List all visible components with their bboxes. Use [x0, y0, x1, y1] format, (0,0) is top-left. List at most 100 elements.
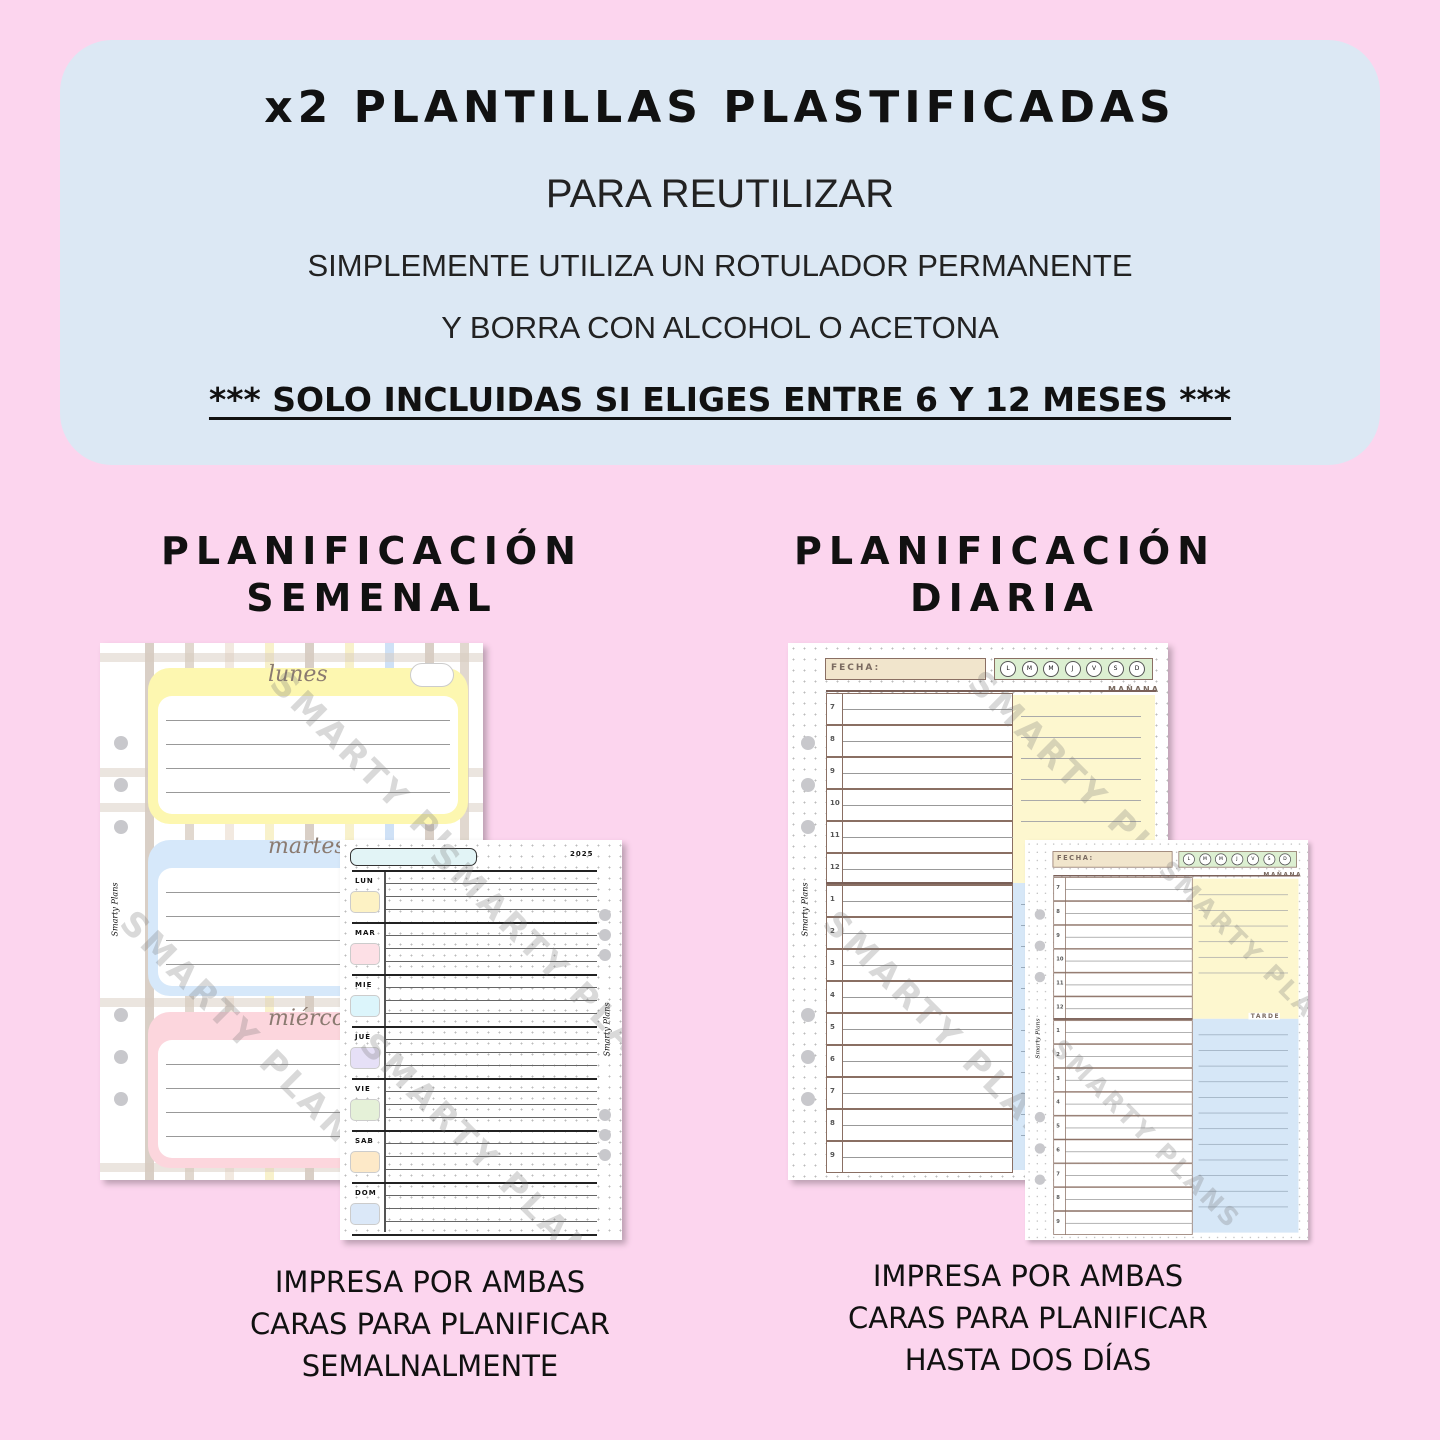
binder-hole-icon [801, 1050, 815, 1064]
hour-label: 6 [830, 1055, 835, 1063]
daily-heading-line1: PLANIFICACIÓN [794, 529, 1216, 573]
date-label: FECHA: [1057, 854, 1094, 863]
ruled-line [1021, 758, 1141, 759]
weekly-front-page-image: 2025 LUN MAR MIE JUE VIE SAB DOM Smarty Plans SMA… [340, 840, 622, 1240]
binder-hole-icon [801, 820, 815, 834]
daily-caption-line: IMPRESA POR AMBAS [872, 1259, 1184, 1293]
binder-hole-icon [1034, 909, 1046, 920]
binder-hole-icon [1034, 1111, 1046, 1123]
weekday-circle: M [1043, 661, 1059, 677]
hour-label: 8 [830, 735, 835, 743]
brand-vertical-text: Smarty Plans [800, 882, 810, 937]
ruled-line [1198, 1190, 1288, 1192]
divider [826, 690, 1156, 692]
half-hour-line [1065, 889, 1193, 890]
ruled-line [1021, 737, 1141, 738]
day-script-label: martes [268, 834, 346, 859]
instruction-line-1: SIMPLEMENTE UTILIZA UN ROTULADOR PERMANE… [307, 248, 1133, 283]
ruled-line [386, 1104, 597, 1105]
half-hour-line [842, 997, 1013, 998]
ruled-line [1021, 716, 1141, 717]
hour-label: 10 [1056, 956, 1064, 963]
binder-hole-icon [801, 778, 815, 792]
hour-row [1053, 972, 1193, 997]
half-hour-line [842, 709, 1013, 710]
weekday-circle: D [1279, 853, 1291, 866]
hour-label: 1 [830, 895, 835, 903]
ruled-line [386, 896, 597, 897]
ruled-line [386, 948, 597, 949]
weekday-circle: S [1107, 661, 1124, 677]
ruled-line [1198, 1112, 1288, 1114]
year-label: 2025 [570, 850, 594, 858]
half-hour-line [1065, 1199, 1193, 1200]
day-card-body [158, 696, 458, 814]
inclusion-note: *** SOLO INCLUIDAS SI ELIGES ENTRE 6 Y 1… [208, 380, 1232, 419]
ruled-line [166, 744, 450, 745]
binder-hole-icon [599, 1109, 611, 1121]
day-color-swatch [350, 943, 380, 965]
day-color-swatch [350, 1099, 380, 1121]
hour-label: 7 [830, 703, 835, 711]
ruled-line [166, 1088, 450, 1089]
morning-area [1192, 878, 1299, 1019]
ruled-line [166, 940, 450, 941]
ruled-line [1198, 972, 1288, 974]
ruled-line [386, 1208, 597, 1209]
daily-caption-line: HASTA DOS DÍAS [904, 1343, 1152, 1377]
ruled-line [386, 1195, 597, 1196]
hour-column-divider [842, 693, 843, 1173]
half-hour-line [842, 901, 1013, 902]
day-divider [352, 1130, 597, 1132]
ruled-line [386, 987, 597, 988]
morning-label: MAÑANA [1261, 871, 1303, 878]
day-script-label: lunes [268, 662, 328, 687]
weekday-circle: V [1086, 661, 1102, 677]
plaid-stripe [100, 653, 483, 662]
hour-column-divider [1065, 877, 1066, 1235]
ruled-line [1021, 821, 1141, 822]
week-title-box [350, 848, 477, 866]
day-label: SAB [355, 1137, 374, 1145]
hour-label: 3 [1056, 1075, 1060, 1082]
midday-divider [826, 882, 1013, 884]
hour-label: 9 [830, 1151, 835, 1159]
day-divider [352, 1234, 597, 1236]
day-label: VIE [355, 1085, 371, 1093]
half-hour-line [1065, 1103, 1193, 1105]
binder-hole-icon [1034, 1143, 1046, 1154]
ruled-line [1198, 941, 1288, 943]
info-panel [60, 40, 1380, 465]
ruled-line [1198, 894, 1288, 896]
hour-label: 4 [830, 991, 835, 999]
weekday-circle: L [1182, 853, 1195, 866]
ruled-line [166, 964, 450, 965]
hour-label: 7 [1056, 1170, 1060, 1177]
subtitle: PARA REUTILIZAR [545, 172, 895, 216]
daily-caption: IMPRESA POR AMBAS CARAS PARA PLANIFICAR … [778, 1255, 1278, 1381]
daily-heading-line2: DIARIA [910, 576, 1100, 620]
date-box: FECHA: [1052, 851, 1173, 868]
ruled-line [1198, 1034, 1288, 1036]
hour-label: 2 [830, 927, 835, 935]
ruled-line [386, 1169, 597, 1170]
weekly-caption: IMPRESA POR AMBAS CARAS PARA PLANIFICAR … [180, 1261, 680, 1387]
ruled-line [166, 792, 450, 793]
binder-hole-icon [1034, 971, 1046, 983]
ruled-line [166, 1064, 450, 1065]
day-color-swatch [350, 1151, 380, 1173]
ruled-line [386, 1156, 597, 1157]
half-hour-line [1065, 960, 1193, 962]
half-hour-line [1065, 936, 1193, 938]
ruled-line [1198, 910, 1288, 911]
weekday-circle: V [1247, 853, 1259, 866]
divider [384, 870, 386, 1232]
ruled-line [1198, 956, 1288, 958]
half-hour-line [1065, 1079, 1193, 1081]
day-color-swatch [350, 995, 380, 1017]
hour-label: 2 [1056, 1051, 1060, 1058]
ruled-line [386, 1143, 597, 1144]
ruled-line [386, 1221, 597, 1222]
hour-label: 12 [1056, 1003, 1064, 1010]
